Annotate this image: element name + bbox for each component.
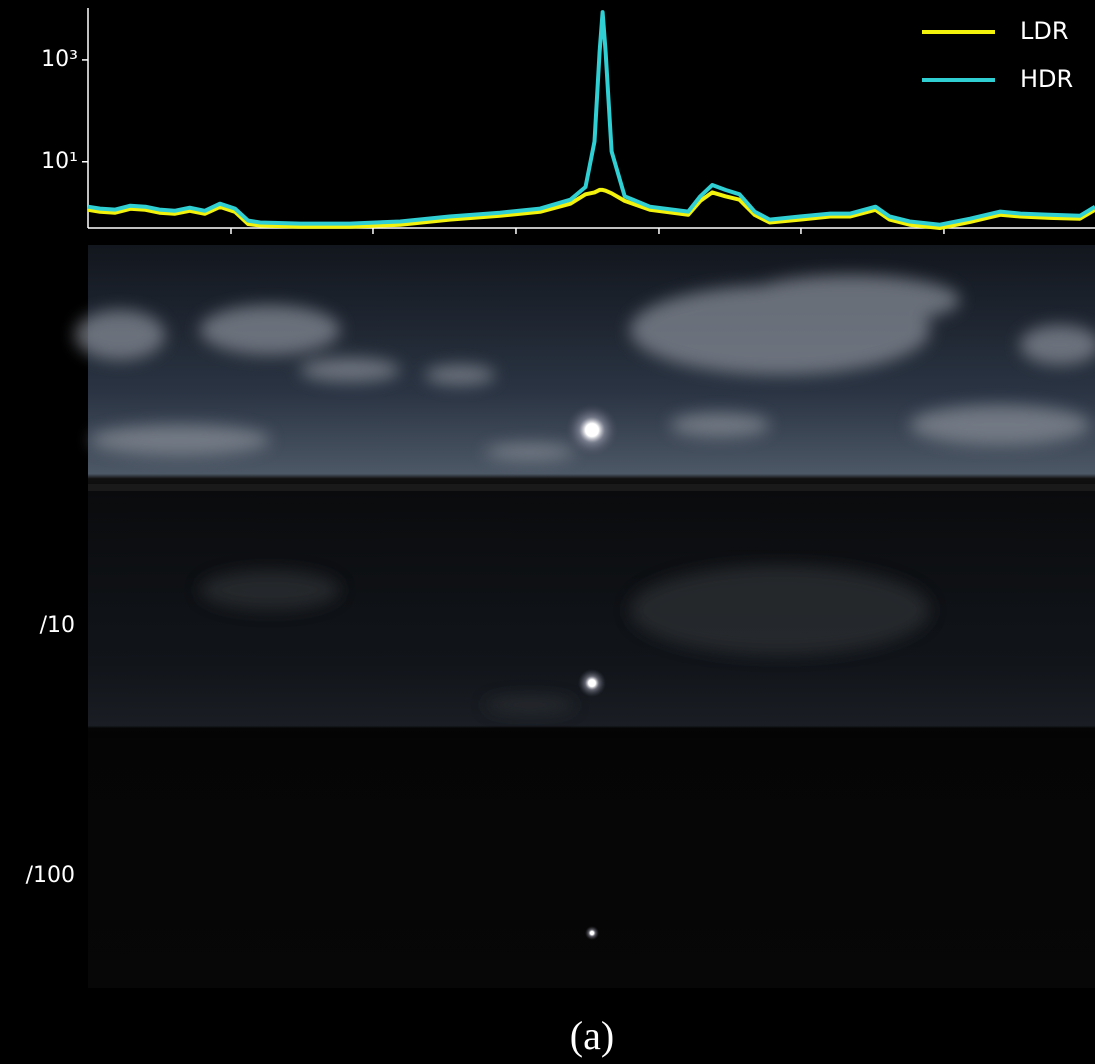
panorama-div100: [88, 738, 1095, 988]
caption: (a): [570, 1013, 614, 1058]
y-tick-label: 10¹: [41, 149, 78, 174]
legend-label: HDR: [1020, 65, 1073, 93]
legend-label: LDR: [1020, 17, 1069, 45]
image-label: /100: [26, 863, 75, 888]
panorama-full: [75, 245, 1095, 491]
figure: /10 /100 (a) 10¹ 10³ LDR HDR: [0, 0, 1095, 1064]
y-tick-label: 10³: [41, 47, 78, 72]
page: {"chart_data": {"type": "line", "log_y":…: [0, 0, 1095, 1064]
panorama-div10: [88, 491, 1095, 738]
image-label: /10: [40, 613, 75, 638]
